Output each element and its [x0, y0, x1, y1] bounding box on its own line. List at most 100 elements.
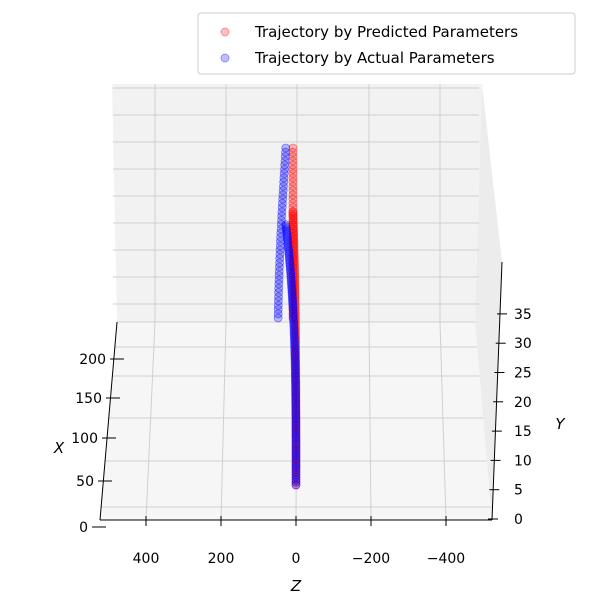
trajectory-point: [277, 203, 287, 212]
trajectory-point: [291, 336, 301, 346]
trajectory-point: [288, 147, 298, 157]
trajectory-point: [275, 249, 285, 259]
trajectory-point: [289, 320, 299, 330]
trajectory-point: [291, 388, 301, 398]
trajectory-point: [291, 453, 301, 463]
x-axis-line: [99, 321, 118, 521]
trajectory-point: [277, 215, 286, 225]
trajectory-point: [288, 305, 298, 314]
trajectory-point: [289, 237, 299, 247]
trajectory-point: [281, 143, 291, 153]
trajectory-point: [288, 217, 298, 227]
trajectory-point: [290, 350, 300, 359]
trajectory-point: [284, 244, 294, 254]
trajectory-point: [291, 339, 301, 348]
trajectory-point: [281, 147, 290, 157]
trajectory-point: [285, 265, 295, 275]
trajectory-point: [288, 222, 298, 232]
trajectory-point: [290, 292, 300, 302]
trajectory-point: [290, 367, 300, 377]
x-tick-label: 0: [79, 520, 88, 536]
trajectory-point: [289, 226, 298, 236]
trajectory-point: [291, 442, 301, 452]
z-tick-label: −400: [427, 551, 465, 567]
trajectory-point: [284, 253, 294, 263]
trajectory-point: [291, 446, 301, 456]
trajectory-point: [276, 232, 286, 242]
trajectory-point: [290, 290, 300, 300]
trajectory-point: [289, 235, 299, 245]
trajectory-point: [285, 263, 295, 273]
x-tick-label: 150: [75, 391, 102, 407]
trajectory-point: [274, 279, 284, 289]
trajectory-point: [290, 303, 300, 313]
axes-panes: [100, 84, 502, 520]
trajectory-point: [291, 406, 301, 416]
trajectory-point: [290, 356, 300, 366]
trajectory-point: [287, 286, 297, 296]
trajectory-point: [276, 220, 286, 229]
trajectory-point: [290, 375, 300, 385]
trajectory-point: [288, 194, 298, 204]
trajectory-point: [289, 244, 299, 253]
trajectory-points: [273, 143, 301, 490]
trajectory-point: [291, 325, 300, 335]
trajectory-point: [291, 417, 301, 427]
trajectory-point: [291, 442, 301, 452]
trajectory-point: [288, 258, 298, 268]
z-axis-label: Z: [290, 577, 302, 595]
trajectory-point: [288, 220, 298, 230]
trajectory-point: [288, 220, 298, 229]
trajectory-point: [287, 288, 297, 298]
trajectory-point: [289, 241, 299, 251]
y-tick-label: 20: [514, 395, 532, 411]
trajectory-point: [273, 305, 283, 314]
trajectory-point: [278, 190, 288, 200]
trajectory-point: [275, 258, 285, 268]
trajectory-point: [290, 268, 300, 278]
trajectory-point: [291, 386, 301, 396]
trajectory-point: [285, 259, 295, 269]
trajectory-point: [284, 247, 294, 256]
trajectory-point: [291, 426, 301, 436]
x-tick-label: 50: [76, 474, 94, 490]
trajectory-point: [291, 393, 301, 403]
x-tick-label: 100: [71, 431, 98, 447]
trajectory-point: [291, 408, 301, 418]
z-tick-label: 200: [208, 551, 235, 567]
trajectory-point: [290, 305, 300, 315]
trajectory-point: [283, 234, 292, 244]
trajectory-point: [288, 307, 298, 317]
trajectory-point: [291, 384, 301, 394]
y-tick-label: 15: [514, 424, 532, 440]
y-tick-label: 10: [514, 453, 532, 469]
y-tick-label: 35: [514, 307, 532, 323]
trajectory-point: [291, 397, 301, 407]
trajectory-point: [281, 220, 291, 230]
trajectory-point: [288, 215, 298, 225]
trajectory-point: [291, 455, 301, 465]
trajectory-point: [291, 477, 301, 487]
trajectory-point: [291, 430, 301, 440]
trajectory-point: [291, 435, 301, 445]
trajectory-point: [288, 156, 298, 166]
trajectory-point: [283, 240, 293, 250]
trajectory-point: [290, 307, 300, 317]
trajectory-point: [277, 207, 287, 217]
trajectory-point: [290, 369, 300, 379]
trajectory-point: [288, 207, 298, 217]
trajectory-point: [285, 255, 294, 265]
trajectory-point: [284, 249, 294, 258]
trajectory-point: [283, 238, 293, 248]
side-pane: [475, 84, 502, 520]
trajectory-point: [290, 373, 300, 383]
trajectory-point: [288, 237, 298, 246]
trajectory-point: [290, 341, 300, 351]
y-axis-ticks: 0 5 10 15 20 25 30 35: [488, 307, 532, 528]
trajectory-point: [274, 266, 284, 276]
y-axis-label: Y: [555, 415, 566, 433]
trajectory-point: [289, 332, 299, 342]
trajectory-point: [280, 152, 290, 161]
legend: Trajectory by Predicted Parameters Traje…: [197, 12, 576, 75]
trajectory-point: [287, 280, 296, 290]
